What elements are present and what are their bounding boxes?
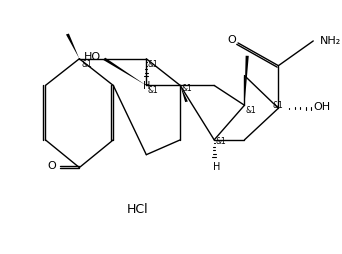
- Text: &1: &1: [82, 60, 93, 69]
- Text: H: H: [143, 81, 150, 91]
- Text: O: O: [47, 161, 56, 171]
- Text: HCl: HCl: [126, 203, 148, 216]
- Polygon shape: [103, 58, 146, 85]
- Polygon shape: [180, 85, 188, 102]
- Text: &1: &1: [147, 86, 158, 96]
- Text: &1: &1: [182, 84, 192, 93]
- Text: &1: &1: [273, 101, 284, 110]
- Text: OH: OH: [313, 102, 330, 113]
- Text: &1: &1: [246, 106, 256, 115]
- Text: &1: &1: [215, 137, 226, 146]
- Text: O: O: [228, 35, 236, 45]
- Text: H: H: [213, 162, 220, 172]
- Text: HO: HO: [84, 52, 101, 62]
- Polygon shape: [66, 34, 79, 59]
- Text: NH₂: NH₂: [320, 36, 341, 46]
- Text: &1: &1: [147, 60, 158, 69]
- Polygon shape: [245, 56, 249, 105]
